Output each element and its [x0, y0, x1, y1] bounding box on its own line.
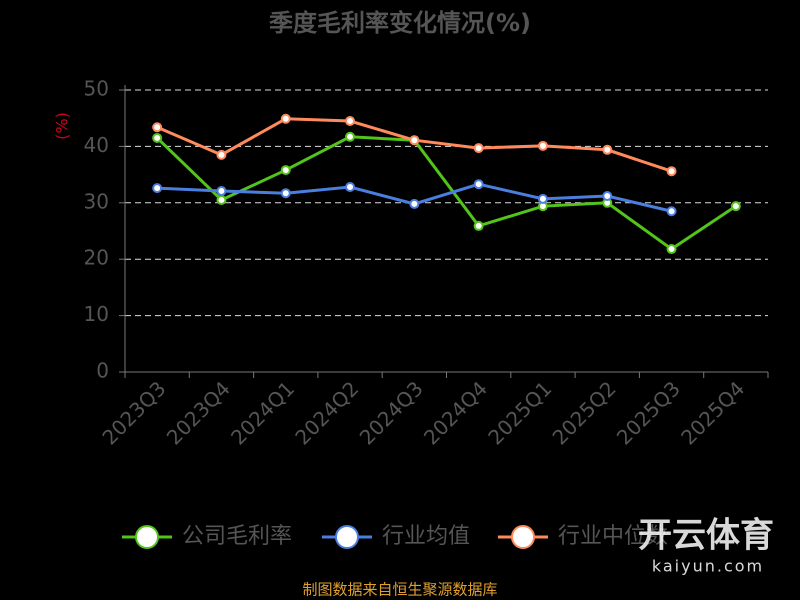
y-tick-label: 20 — [84, 246, 109, 270]
data-point — [216, 185, 227, 196]
y-tick-label: 50 — [84, 77, 109, 101]
y-tick-label: 10 — [84, 302, 109, 326]
data-point — [152, 132, 163, 143]
data-point — [216, 149, 227, 160]
watermark-url: kaiyun.com — [652, 557, 764, 576]
data-point — [602, 144, 613, 155]
data-point — [666, 166, 677, 177]
data-point — [216, 194, 227, 205]
data-point — [409, 135, 420, 146]
data-point — [409, 198, 420, 209]
legend-marker — [135, 525, 159, 549]
y-tick-label: 0 — [96, 359, 109, 383]
data-point — [473, 143, 484, 154]
data-point — [666, 244, 677, 255]
source-note: 制图数据来自恒生聚源数据库 — [302, 581, 497, 599]
series-line — [156, 135, 737, 251]
data-point — [602, 191, 613, 202]
data-point — [152, 183, 163, 194]
data-point — [537, 193, 548, 204]
data-point — [473, 179, 484, 190]
data-point — [345, 182, 356, 193]
data-point — [345, 131, 356, 142]
y-tick-label: 30 — [84, 189, 109, 213]
data-point — [345, 116, 356, 127]
legend-label: 行业均值 — [382, 524, 470, 549]
legend-marker — [511, 525, 535, 549]
data-point — [666, 206, 677, 217]
watermark-brand: 开云体育 — [638, 516, 774, 556]
data-point — [152, 122, 163, 133]
data-point — [280, 113, 291, 124]
legend-label: 公司毛利率 — [182, 524, 292, 549]
data-point — [473, 220, 484, 231]
y-axis-label: (%) — [53, 112, 72, 140]
data-point — [280, 188, 291, 199]
data-point — [730, 201, 741, 212]
data-point — [280, 165, 291, 176]
data-point — [537, 140, 548, 151]
legend-label: 行业中位数 — [558, 524, 668, 549]
chart-title: 季度毛利率变化情况(%) — [269, 9, 531, 37]
legend-marker — [335, 525, 359, 549]
y-tick-label: 40 — [84, 133, 109, 157]
